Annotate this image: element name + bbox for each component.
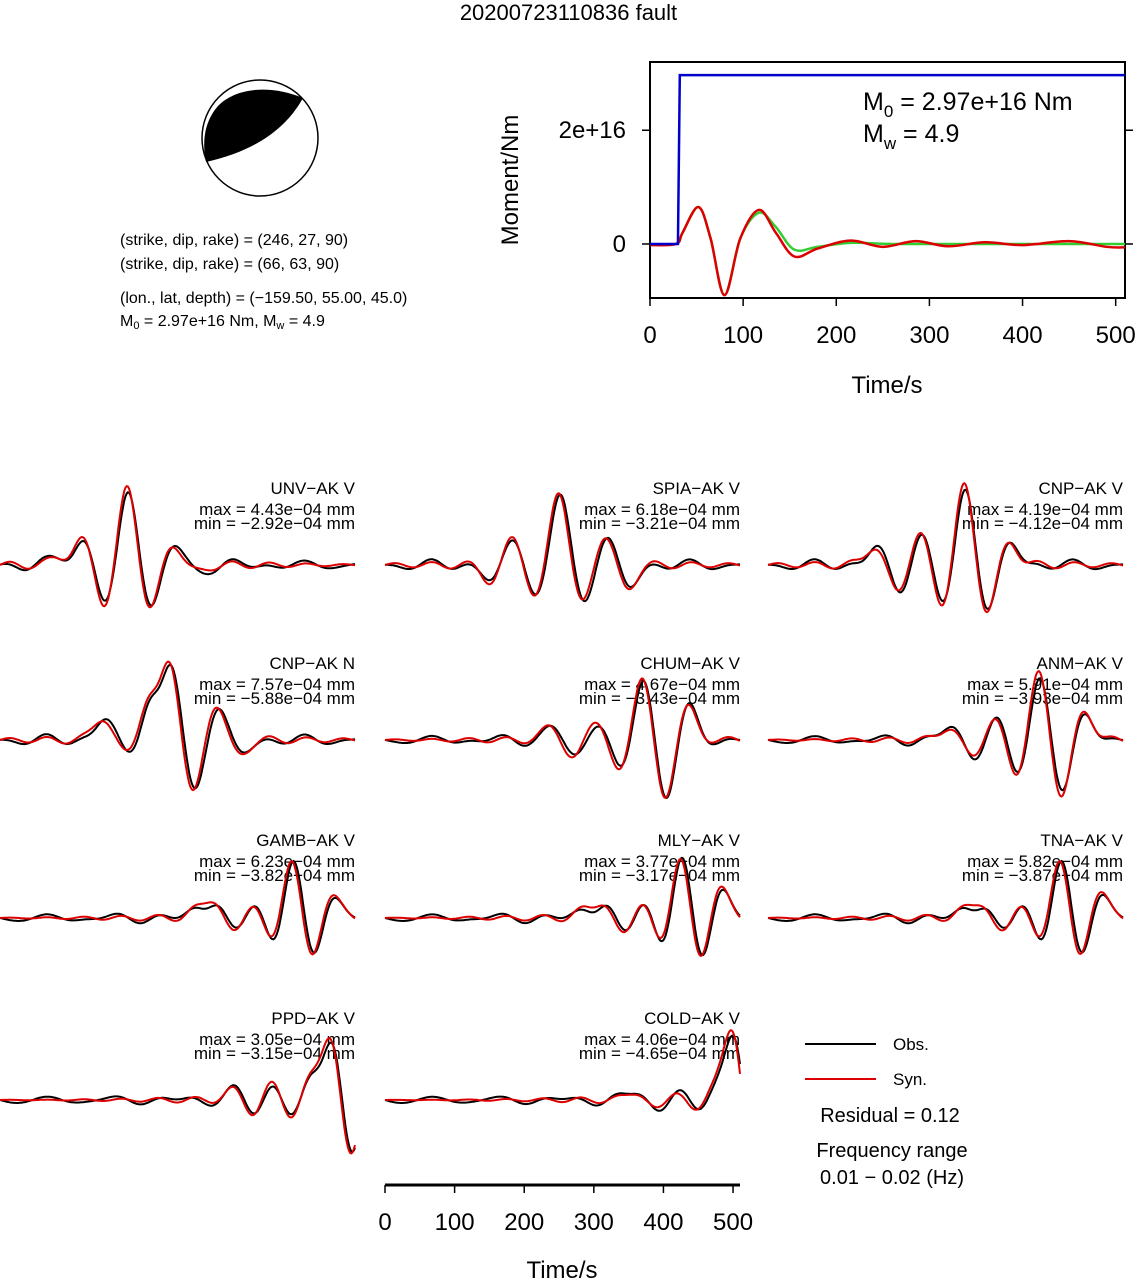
station-name: CNP−AK N — [270, 654, 356, 673]
syn-trace — [384, 492, 741, 601]
syn-trace — [0, 1036, 356, 1155]
station-min: min = −3.87e−04 mm — [962, 866, 1123, 885]
station-min: min = −2.92e−04 mm — [194, 514, 355, 533]
station-min: min = −3.82e−04 mm — [194, 866, 355, 885]
legend-syn-label: Syn. — [893, 1070, 927, 1089]
frequency-value: 0.01 − 0.02 (Hz) — [820, 1167, 964, 1189]
station-max: max = 3.77e−04 mm — [584, 852, 740, 871]
plane1-text: (strike, dip, rake) = (246, 27, 90) — [120, 232, 349, 249]
station-name: GAMB−AK V — [256, 831, 355, 850]
syn-trace — [0, 660, 356, 792]
station-min: min = −3.17e−04 mm — [579, 866, 740, 885]
moment-series-green — [649, 205, 1125, 297]
mw-annotation-sub: w — [883, 134, 897, 153]
station-name: MLY−AK V — [658, 831, 741, 850]
y-tick-label: 0 — [613, 231, 626, 258]
m0-symbol: M — [120, 313, 134, 330]
station-name: PPD−AK V — [271, 1009, 355, 1028]
moment-frame — [649, 61, 1126, 299]
obs-trace — [384, 856, 741, 957]
station-max: max = 4.19e−04 mm — [967, 500, 1123, 519]
legend-obs-label: Obs. — [893, 1035, 929, 1054]
station-min: min = −3.21e−04 mm — [579, 514, 740, 533]
station-max: max = 3.05e−04 mm — [199, 1030, 355, 1049]
mw-value: = 4.9 — [284, 313, 325, 330]
y-axis-label: Moment/Nm — [497, 115, 524, 246]
station-name: ANM−AK V — [1037, 654, 1124, 673]
mw-annotation-value: = 4.9 — [896, 120, 959, 148]
mw-annotation-symbol: M — [863, 120, 884, 148]
station-min: min = −5.88e−04 mm — [194, 689, 355, 708]
station-name: CNP−AK V — [1038, 479, 1123, 498]
obs-trace — [767, 677, 1124, 792]
frequency-title: Frequency range — [816, 1140, 967, 1162]
station-max: max = 5.91e−04 mm — [967, 675, 1123, 694]
m0-value: = 2.97e+16 Nm, M — [139, 313, 277, 330]
moment-chart: 0 100 200 300 400 500 0 2e+16 Time/s Moment/Nm M0 … — [497, 61, 1136, 399]
mw-annotation: Mw = 4.9 — [863, 120, 959, 153]
station-min: min = −4.65e−04 mm — [579, 1044, 740, 1063]
syn-trace — [767, 860, 1124, 956]
time-tick-label: 100 — [435, 1209, 475, 1236]
station-min: min = −3.43e−04 mm — [579, 689, 740, 708]
time-tick-label: 500 — [713, 1209, 753, 1236]
beachball-compression — [204, 89, 303, 162]
syn-trace — [384, 857, 741, 958]
station-name: CHUM−AK V — [640, 654, 740, 673]
m0-annotation-value: = 2.97e+16 Nm — [893, 88, 1072, 116]
syn-trace — [384, 677, 741, 800]
station-max: max = 7.57e−04 mm — [199, 675, 355, 694]
station-name: TNA−AK V — [1040, 831, 1123, 850]
x-tick-label: 100 — [723, 322, 763, 349]
syn-trace — [385, 1029, 741, 1111]
m0-subscript: 0 — [133, 320, 140, 332]
moment-series-blue — [650, 73, 1125, 246]
station-max: max = 5.82e−04 mm — [967, 852, 1123, 871]
station-min: min = −3.15e−04 mm — [194, 1044, 355, 1063]
x-axis-label: Time/s — [851, 372, 922, 399]
station-max: max = 6.23e−04 mm — [199, 852, 355, 871]
station-min: min = −3.93e−04 mm — [962, 689, 1123, 708]
syn-trace — [767, 481, 1124, 614]
m0-annotation-sub: 0 — [884, 102, 893, 121]
residual-text: Residual = 0.12 — [820, 1105, 960, 1127]
moment-series-red — [649, 205, 1126, 297]
syn-trace — [0, 860, 356, 956]
time-tick-label: 0 — [378, 1209, 391, 1236]
m0-annotation-symbol: M — [863, 88, 884, 116]
syn-trace — [767, 670, 1124, 798]
station-min: min = −4.12e−04 mm — [962, 514, 1123, 533]
x-tick-label: 300 — [909, 322, 949, 349]
plane2-text: (strike, dip, rake) = (66, 63, 90) — [120, 256, 340, 273]
time-tick-label: 300 — [574, 1209, 614, 1236]
station-max: max = 4.43e−04 mm — [199, 500, 355, 519]
station-name: SPIA−AK V — [653, 479, 741, 498]
station-name: UNV−AK V — [270, 479, 355, 498]
station-max: max = 4.06e−04 mm — [584, 1030, 740, 1049]
magnitude-text: M0 = 2.97e+16 Nm, Mw = 4.9 — [120, 313, 325, 332]
station-max: max = 4.67e−04 mm — [584, 675, 740, 694]
time-tick-label: 400 — [643, 1209, 683, 1236]
time-axis-label: Time/s — [526, 1257, 597, 1281]
mw-subscript: w — [276, 320, 285, 332]
y-tick-label: 2e+16 — [559, 117, 626, 144]
station-max: max = 6.18e−04 mm — [584, 500, 740, 519]
beachball — [201, 79, 319, 197]
obs-trace — [767, 859, 1124, 954]
page-title: 20200723110836 fault — [459, 0, 678, 25]
location-text: (lon., lat, depth) = (−159.50, 55.00, 45… — [120, 290, 408, 307]
time-tick-label: 200 — [504, 1209, 544, 1236]
station-name: COLD−AK V — [644, 1009, 741, 1028]
x-tick-label: 400 — [1003, 322, 1043, 349]
x-tick-label: 0 — [643, 322, 656, 349]
m0-annotation: M0 = 2.97e+16 Nm — [863, 88, 1073, 121]
obs-trace — [0, 859, 356, 954]
x-tick-label: 200 — [816, 322, 856, 349]
obs-trace — [384, 1034, 741, 1112]
x-tick-label: 500 — [1096, 322, 1136, 349]
syn-trace — [0, 485, 356, 609]
